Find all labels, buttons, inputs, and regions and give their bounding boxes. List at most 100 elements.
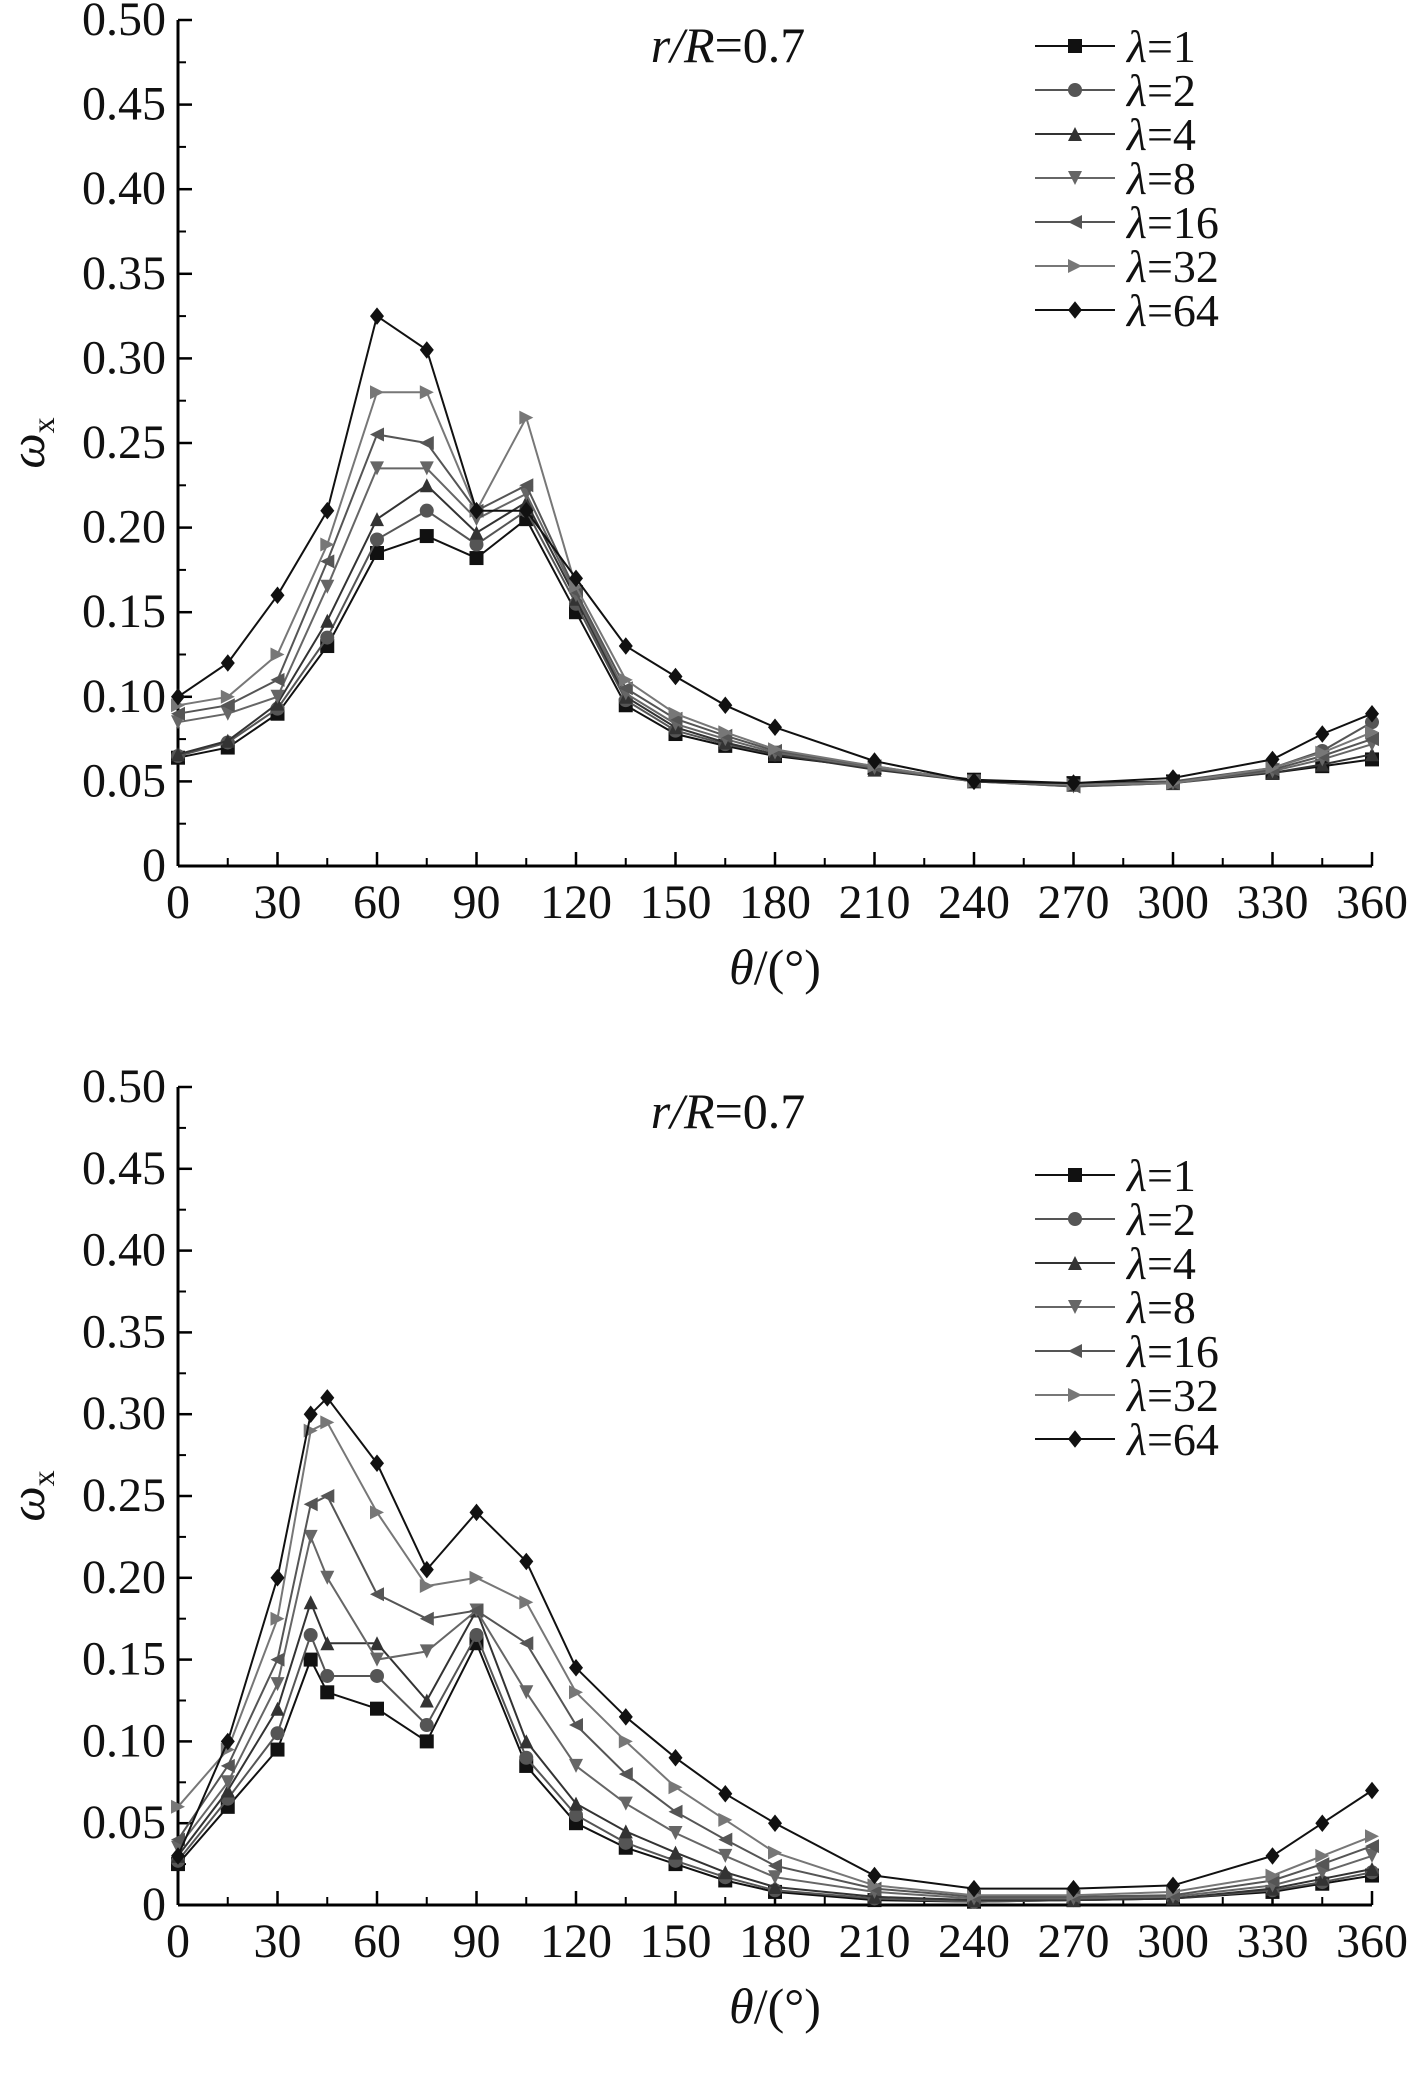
- data-point: [618, 1796, 633, 1811]
- data-point: [967, 1879, 981, 1898]
- data-point: [171, 1847, 185, 1865]
- x-tick-label: 30: [254, 1915, 302, 1968]
- data-point: [519, 410, 534, 425]
- x-tick-label: 210: [839, 876, 911, 929]
- data-point: [668, 1845, 683, 1860]
- data-point: [270, 1677, 285, 1692]
- series-line: [177, 1494, 1373, 1898]
- series-5: [171, 1489, 1379, 1904]
- data-point: [519, 1552, 534, 1571]
- data-point: [718, 1812, 733, 1827]
- y-axis-label: ωx: [0, 417, 61, 468]
- legend-marker: [1068, 1344, 1082, 1358]
- y-tick-label: 0.50: [82, 1060, 166, 1113]
- series-6: [171, 1415, 1379, 1903]
- legend-marker: [1068, 171, 1082, 185]
- x-tick-label: 150: [640, 876, 712, 929]
- data-point: [1166, 1876, 1180, 1895]
- data-point: [370, 1636, 384, 1651]
- data-point: [1365, 1829, 1379, 1844]
- data-point: [370, 1454, 384, 1472]
- data-point: [270, 672, 285, 687]
- legend-marker: [1068, 1430, 1082, 1448]
- data-point: [718, 1865, 733, 1880]
- data-point: [519, 478, 534, 493]
- data-point: [469, 501, 484, 520]
- y-tick-label: 0.10: [82, 670, 166, 723]
- data-point: [370, 1701, 384, 1716]
- data-point: [469, 1570, 484, 1585]
- x-tick-label: 360: [1336, 1915, 1408, 1968]
- data-point: [303, 1529, 318, 1544]
- y-tick-label: 0.20: [82, 1551, 166, 1604]
- data-point: [270, 1742, 285, 1757]
- data-point: [303, 1652, 318, 1667]
- data-point: [370, 1587, 384, 1602]
- x-axis-label: θ/(°): [729, 939, 821, 995]
- data-point: [618, 1708, 633, 1726]
- legend-label: λ=16: [1125, 197, 1219, 248]
- chart-top: 0 0.05 0.10 0.15 0.20 0.25 0.30 0.35 0.40 0.45 0.5…: [0, 0, 1408, 995]
- legend-label: λ=32: [1125, 241, 1219, 292]
- y-tick-label: 0.50: [82, 0, 166, 46]
- data-point: [718, 1832, 733, 1847]
- y-tick-label: 0.20: [82, 501, 166, 554]
- data-point: [1315, 725, 1330, 743]
- data-point: [220, 654, 235, 672]
- data-point: [303, 1405, 318, 1423]
- data-point: [618, 672, 633, 687]
- x-tick-label: 210: [839, 1915, 911, 1968]
- data-point: [270, 1701, 285, 1716]
- data-point: [1365, 1862, 1379, 1876]
- data-point: [1265, 1847, 1280, 1865]
- x-tick-label: 330: [1237, 1915, 1309, 1968]
- series-line: [177, 391, 1373, 786]
- data-point: [419, 385, 434, 400]
- data-point: [519, 1685, 534, 1700]
- legend-marker: [1068, 1388, 1082, 1402]
- legend-label: λ=2: [1125, 65, 1196, 116]
- data-point: [768, 1880, 782, 1894]
- data-point: [419, 1579, 434, 1593]
- data-point: [370, 1652, 384, 1667]
- data-point: [303, 1628, 318, 1643]
- data-point: [270, 647, 285, 662]
- x-tick-label: 300: [1137, 876, 1209, 929]
- data-point: [270, 1652, 285, 1667]
- series-line: [177, 1632, 1373, 1903]
- data-point: [419, 529, 434, 544]
- x-tick-label: 30: [254, 876, 302, 929]
- x-tick-label: 120: [540, 876, 612, 929]
- data-point: [320, 537, 335, 552]
- data-point: [618, 637, 633, 655]
- data-point: [320, 554, 335, 569]
- legend-marker: [1068, 215, 1082, 229]
- data-point: [419, 1718, 434, 1733]
- data-point: [718, 725, 733, 740]
- data-point: [569, 1796, 583, 1811]
- data-point: [303, 1497, 318, 1512]
- x-tick-label: 0: [166, 1915, 190, 1968]
- data-point: [867, 752, 882, 770]
- data-point: [419, 1734, 434, 1749]
- data-point: [419, 503, 434, 518]
- legend: λ=1λ=2λ=4λ=8λ=16λ=32λ=64: [1035, 21, 1219, 336]
- data-point: [320, 501, 335, 520]
- y-tick-label: 0.35: [82, 1305, 166, 1358]
- data-point: [419, 478, 434, 493]
- data-point: [320, 630, 335, 645]
- data-point: [270, 689, 285, 704]
- legend-marker: [1068, 127, 1082, 141]
- series-7: [171, 1389, 1379, 1898]
- data-point: [718, 1785, 733, 1803]
- data-point: [469, 1628, 484, 1643]
- legend-marker: [1068, 259, 1082, 273]
- data-point: [519, 1734, 534, 1749]
- data-point: [1365, 747, 1379, 762]
- data-point: [569, 1808, 583, 1823]
- y-axis-label: ωx: [0, 1470, 61, 1521]
- x-tick-label: 300: [1137, 1915, 1209, 1968]
- data-point: [270, 1726, 285, 1741]
- data-point: [320, 1489, 335, 1503]
